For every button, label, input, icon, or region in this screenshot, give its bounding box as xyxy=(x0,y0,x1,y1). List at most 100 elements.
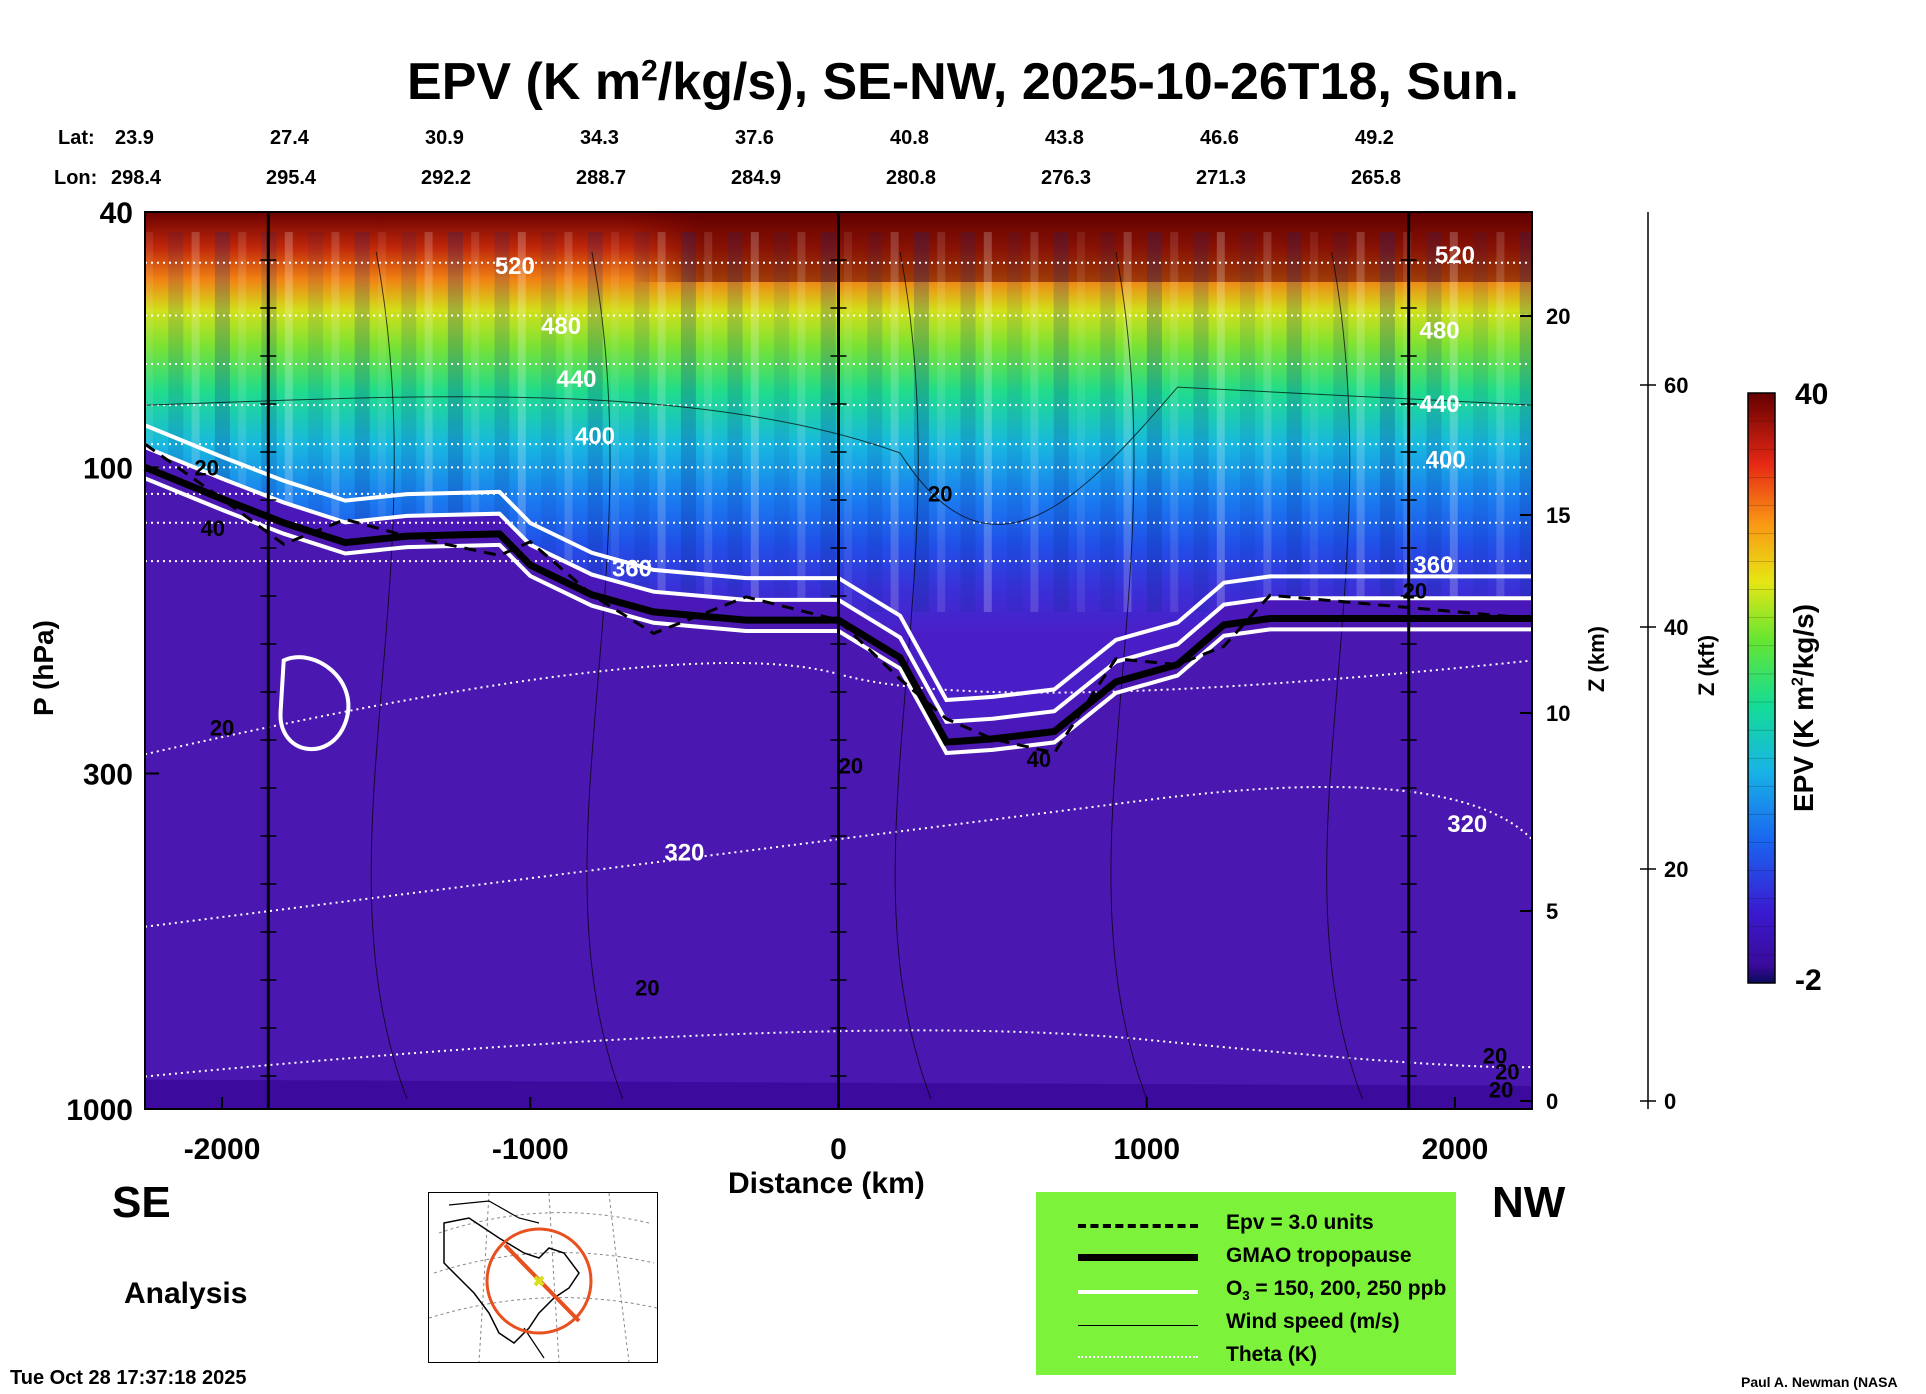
legend-tropopause: GMAO tropopause xyxy=(1036,1241,1456,1275)
y-tick-label: 100 xyxy=(83,452,133,485)
lat-header: Lat: xyxy=(58,127,95,149)
theta-label: 400 xyxy=(575,423,615,450)
legend-theta-text: Theta (K) xyxy=(1226,1343,1317,1366)
epv-streak xyxy=(1473,232,1489,612)
timestamp: Tue Oct 28 17:37:18 2025 xyxy=(10,1367,247,1389)
theta-label: 440 xyxy=(1420,391,1460,418)
ozone-line xyxy=(145,423,1532,703)
se-label: SE xyxy=(112,1178,171,1227)
epv-streak xyxy=(611,232,619,612)
legend-o3: O3 = 150, 200, 250 ppb xyxy=(1036,1274,1456,1308)
epv-streak xyxy=(913,232,929,612)
theta-line xyxy=(145,1029,1532,1078)
lat-value: 30.9 xyxy=(425,127,464,149)
epv-streak xyxy=(517,232,526,612)
epv-streak xyxy=(1356,232,1365,612)
colorbar-ticks xyxy=(1748,392,1775,984)
epv-streak xyxy=(1240,232,1256,612)
epv-streak xyxy=(1053,232,1069,612)
epv-streak xyxy=(191,232,200,612)
z-kft-tick-label: 20 xyxy=(1664,857,1688,882)
epv-streak xyxy=(145,232,153,612)
colorbar-max: 40 xyxy=(1795,378,1829,411)
lat-value: 37.6 xyxy=(735,127,774,149)
x-axis-label: Distance (km) xyxy=(728,1167,925,1200)
lon-value: 292.2 xyxy=(421,167,472,189)
lon-value: 265.8 xyxy=(1351,167,1402,189)
epv-streak xyxy=(1123,232,1132,612)
x-axis-ticks: -2000 -1000 0 1000 2000 xyxy=(184,1097,1488,1166)
y-tick-label: 300 xyxy=(83,758,133,791)
wind-line xyxy=(586,251,624,1100)
theta-label: 480 xyxy=(541,313,581,340)
epv-streak xyxy=(1077,232,1085,612)
z-km-tick-label: 15 xyxy=(1546,503,1570,528)
theta-label: 480 xyxy=(1420,318,1460,345)
epv-streak xyxy=(1170,232,1179,612)
lon-header: Lon: xyxy=(54,167,98,189)
wind-label: 20 xyxy=(194,456,218,481)
lon-value: 271.3 xyxy=(1196,167,1247,189)
lat-value: 23.9 xyxy=(115,127,154,149)
epv-streak xyxy=(890,232,899,612)
epv-streak xyxy=(750,232,759,612)
lat-value: 27.4 xyxy=(270,127,309,149)
wind-label: 20 xyxy=(635,975,659,1000)
z-km-tick-label: 20 xyxy=(1546,304,1570,329)
wind-line xyxy=(370,251,408,1100)
z-kft-tick-label: 60 xyxy=(1664,373,1688,398)
theta-label: 440 xyxy=(556,366,596,393)
lat-value: 46.6 xyxy=(1200,127,1239,149)
inset-map xyxy=(428,1192,658,1363)
tropopause-line xyxy=(143,464,1532,746)
lon-value: 284.9 xyxy=(731,167,782,189)
epv-streak xyxy=(1146,232,1162,612)
wind-label: 20 xyxy=(210,716,234,741)
lon-value: 295.4 xyxy=(266,167,317,189)
analysis-label: Analysis xyxy=(124,1277,248,1310)
z-km-axis: 20 15 10 5 0 xyxy=(1520,304,1570,1114)
epv-streak xyxy=(634,232,650,612)
theta-label: 400 xyxy=(1426,446,1466,473)
credit: Paul A. Newman (NASA xyxy=(1741,1374,1898,1390)
epv-streak xyxy=(820,232,836,612)
wind-label: 20 xyxy=(1403,578,1427,603)
z-kft-axis: 60 40 20 0 xyxy=(1640,212,1688,1114)
theta-label: 320 xyxy=(664,840,704,867)
chart-title: EPV (K m2/kg/s), SE-NW, 2025-10-26T18, S… xyxy=(407,53,1519,111)
ozone-closed-contour xyxy=(278,655,351,752)
ozone-line xyxy=(145,476,1532,756)
lon-value: 280.8 xyxy=(886,167,937,189)
wind-label: 40 xyxy=(1027,747,1051,772)
epv-streak xyxy=(378,232,386,612)
epv-streak xyxy=(1100,232,1116,612)
epv-streak xyxy=(564,232,573,612)
wind-label: 20 xyxy=(1483,1044,1507,1069)
legend-tropopause-text: GMAO tropopause xyxy=(1226,1244,1412,1267)
epv-streak xyxy=(354,232,370,612)
z-km-tick-label: 0 xyxy=(1546,1089,1558,1114)
z-kft-tick-label: 40 xyxy=(1664,615,1688,640)
epv-streak xyxy=(1333,232,1349,612)
epv-streak xyxy=(424,232,433,612)
y-tick-label: 40 xyxy=(100,197,133,230)
z-km-label: Z (km) xyxy=(1584,626,1609,692)
legend-theta-swatch xyxy=(1078,1356,1198,1358)
legend-o3-swatch xyxy=(1078,1290,1198,1294)
epv-streak xyxy=(1263,232,1272,612)
legend-theta: Theta (K) xyxy=(1036,1340,1456,1374)
legend-epv: Epv = 3.0 units xyxy=(1036,1208,1456,1242)
theta-label: 360 xyxy=(612,556,652,583)
epv-streak xyxy=(1426,232,1442,612)
epv-streak xyxy=(1449,232,1458,612)
wind-line xyxy=(1326,251,1363,1100)
theta-line xyxy=(145,785,1532,928)
x-tick-label: 1000 xyxy=(1113,1133,1180,1166)
wind-line xyxy=(894,251,932,1100)
epv-streak xyxy=(541,232,557,612)
epv-streak xyxy=(587,232,603,612)
epv-streak xyxy=(1379,232,1395,612)
legend-wind-text: Wind speed (m/s) xyxy=(1226,1310,1400,1333)
legend: Epv = 3.0 units GMAO tropopause O3 = 150… xyxy=(1036,1192,1456,1375)
